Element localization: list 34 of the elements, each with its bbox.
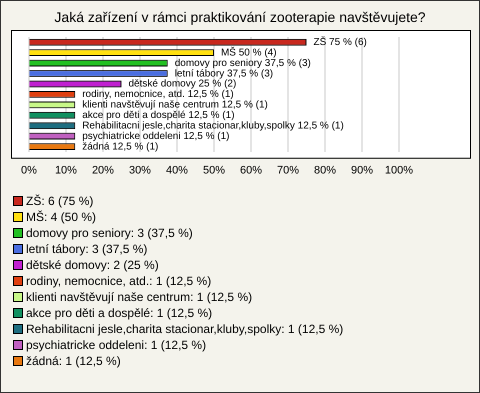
data-label: Rehabilitacni jesle,charita stacionar,kluby,spolky 12,5 % (1) bbox=[82, 120, 344, 132]
legend-label: Rehabilitacni jesle,charita stacionar,kluby,spolky: 1 (12,5 %) bbox=[26, 321, 344, 337]
chart-title: Jaká zařízení v rámci praktikování zooterapie navštěvujete? bbox=[53, 9, 427, 27]
data-label: klienti navštěvují naše centrum 12,5 % (1) bbox=[82, 100, 268, 111]
legend-label: dětské domovy: 2 (25 %) bbox=[26, 257, 159, 273]
x-tick-label: 0% bbox=[20, 164, 38, 176]
x-tick-label: 60% bbox=[240, 164, 262, 176]
legend-label: žádná: 1 (12,5 %) bbox=[26, 353, 121, 369]
legend-label: akce pro děti a dospělé: 1 (12,5 %) bbox=[26, 305, 212, 321]
x-tick-label: 50% bbox=[202, 164, 226, 176]
data-label: akce pro děti a dospělé 12,5 % (1) bbox=[82, 110, 235, 122]
x-tick-label: 10% bbox=[54, 164, 78, 176]
data-label: letní tábory 37,5 % (3) bbox=[174, 68, 274, 80]
legend-label: rodiny, nemocnice, atd.: 1 (12,5 %) bbox=[26, 273, 212, 289]
legend-label: letní tábory: 3 (37,5 %) bbox=[26, 241, 148, 257]
x-tick-label: 100% bbox=[384, 164, 414, 176]
legend-label: ZŠ: 6 (75 %) bbox=[26, 193, 94, 209]
legend-label: MŠ: 4 (50 %) bbox=[26, 209, 96, 225]
data-label: ZŠ 75 % (6) bbox=[313, 36, 367, 48]
data-label: domovy pro seniory 37,5 % (3) bbox=[174, 58, 311, 69]
data-label: dětské domovy 25 % (2) bbox=[128, 78, 236, 90]
data-label: rodiny, nemocnice, atd. 12,5 % (1) bbox=[82, 89, 234, 100]
x-tick-label: 20% bbox=[92, 164, 114, 176]
legend-label: domovy pro seniory: 3 (37,5 %) bbox=[26, 225, 193, 241]
x-tick-label: 70% bbox=[276, 164, 300, 176]
data-label: MŠ 50 % (4) bbox=[220, 46, 277, 58]
data-label: psychiatricke oddeleni 12,5 % (1) bbox=[82, 130, 230, 142]
x-tick-label: 30% bbox=[128, 164, 152, 176]
data-label: žádná 12,5 % (1) bbox=[82, 141, 158, 152]
x-tick-label: 90% bbox=[350, 164, 374, 176]
legend-label: klienti navštěvují naše centrum: 1 (12,5 %) bbox=[26, 289, 252, 305]
x-tick-label: 80% bbox=[314, 164, 336, 176]
legend-label: psychiatricke oddeleni: 1 (12,5 %) bbox=[26, 337, 206, 353]
x-tick-label: 40% bbox=[166, 164, 188, 176]
